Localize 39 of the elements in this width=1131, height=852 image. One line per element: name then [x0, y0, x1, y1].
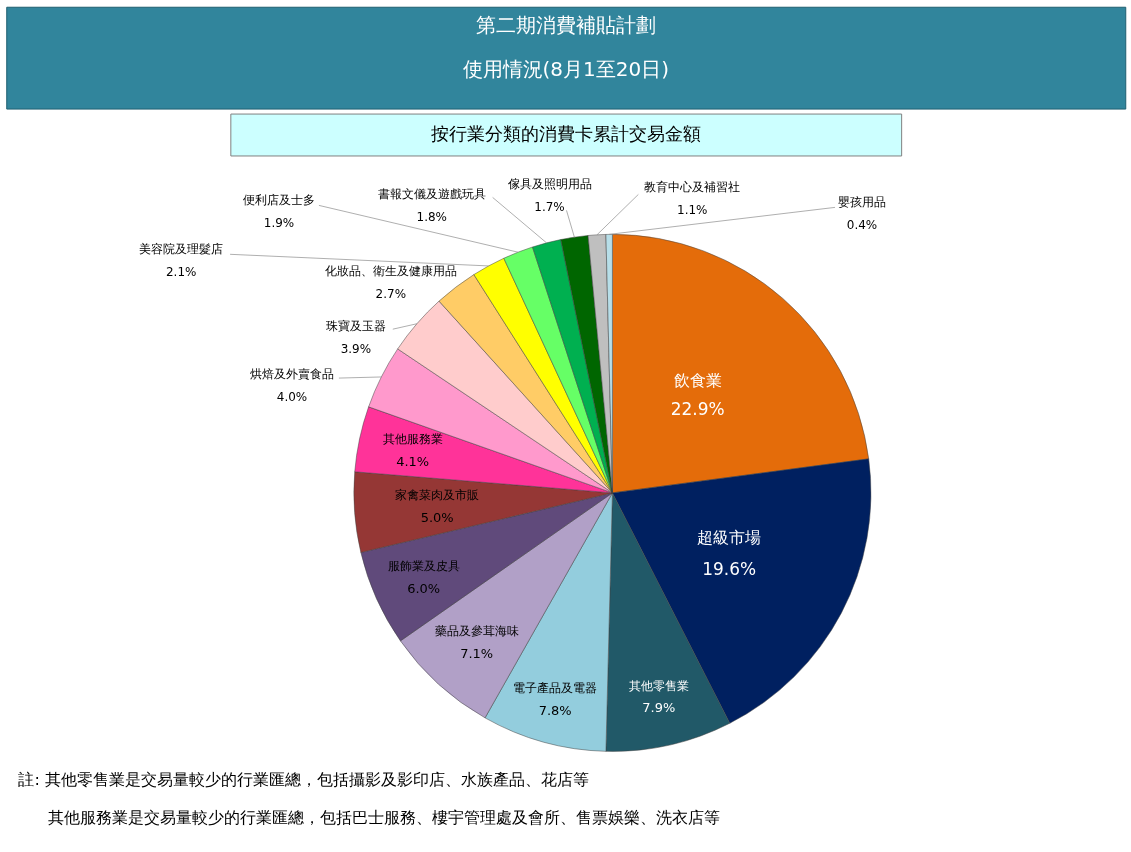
- slice-label: 其他服務業: [382, 431, 443, 446]
- slice-label: 其他零售業: [628, 679, 689, 694]
- data-label: 4.1%: [396, 453, 430, 469]
- slice-label: 超級市場: [697, 528, 762, 548]
- slice-label: 家禽菜肉及市販: [395, 487, 480, 502]
- data-label: 7.1%: [460, 645, 494, 661]
- data-label: 22.9%: [670, 399, 725, 420]
- data-label: 3.9%: [340, 342, 372, 357]
- data-label: 19.6%: [702, 559, 757, 580]
- slice-label: 電子產品及電器: [513, 681, 598, 696]
- data-label: 2.7%: [375, 287, 407, 302]
- data-label: 7.9%: [642, 700, 676, 716]
- chart-subtitle: 使用情況(8月1至20日): [462, 56, 669, 81]
- data-label: 1.9%: [263, 216, 295, 231]
- slice-label: 珠寶及玉器: [325, 319, 386, 334]
- slice-label: 化妝品、衛生及健康用品: [324, 264, 457, 279]
- slice-label: 藥品及參茸海味: [434, 623, 519, 638]
- slice-label: 嬰孩用品: [837, 195, 886, 210]
- slice-label: 烘焙及外賣食品: [249, 367, 334, 382]
- text: 按行業分類的消費卡累計交易金額: [430, 122, 701, 144]
- text: 註: 其他零售業是交易量較少的行業匯總，包括攝影及影印店、水族產品、花店等: [18, 770, 589, 790]
- slice-label: 傢具及照明用品: [506, 177, 592, 192]
- chart-title: 第二期消費補貼計劃: [475, 12, 656, 37]
- slice-label: 便利店及士多: [243, 193, 316, 208]
- slice-label: 書報文儀及遊戲玩具: [377, 187, 486, 202]
- slice-label: 服飾業及皮具: [387, 558, 460, 573]
- data-label: 1.8%: [416, 210, 447, 225]
- data-label: 1.1%: [677, 203, 708, 218]
- slice-label: 美容院及理髮店: [139, 242, 224, 257]
- data-label: 1.7%: [534, 200, 565, 215]
- data-label: 6.0%: [407, 580, 441, 596]
- data-label: 7.8%: [538, 703, 572, 719]
- data-label: 0.4%: [846, 218, 878, 233]
- data-label: 4.0%: [276, 390, 308, 405]
- text: 其他服務業是交易量較少的行業匯總，包括巴士服務、樓宇管理處及會所、售票娛樂、洗衣店等: [48, 808, 721, 828]
- slice-label: 教育中心及補習社: [644, 180, 741, 195]
- slice-label: 飲食業: [673, 371, 722, 391]
- data-label: 5.0%: [420, 509, 454, 525]
- data-label: 2.1%: [165, 265, 197, 280]
